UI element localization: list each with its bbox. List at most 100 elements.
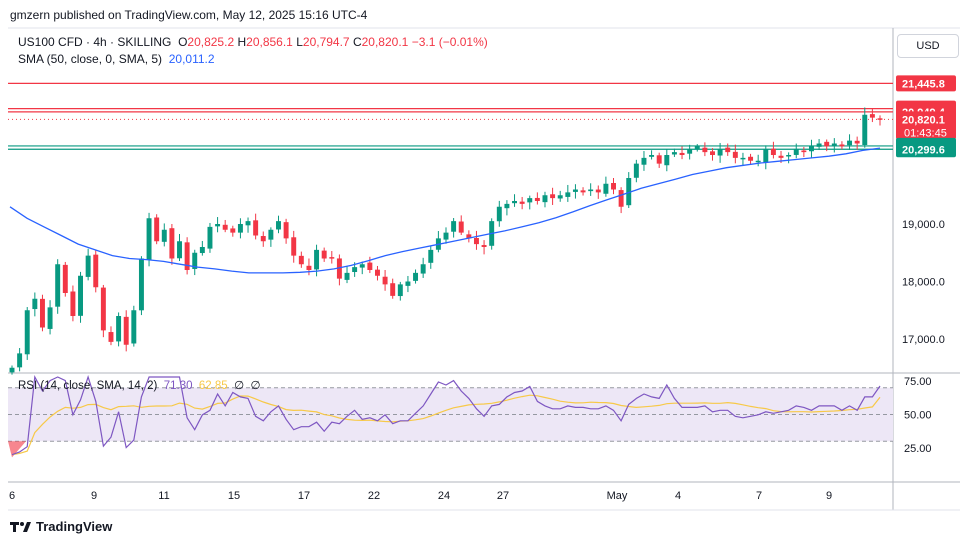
candle-body-27 [215, 224, 221, 227]
sma-legend[interactable]: SMA (50, close, 0, SMA, 5) 20,011.2 [18, 52, 215, 66]
symbol-label: US100 CFD · 4h · SKILLING [18, 35, 172, 49]
candle-body-99 [763, 149, 769, 163]
axes: 17,000.018,000.019,000.021,445.821,006.1… [9, 75, 956, 502]
candle-body-5 [47, 307, 53, 329]
candle-body-108 [831, 143, 837, 147]
price-label-bg-5 [896, 141, 956, 158]
candle-body-52 [405, 281, 411, 286]
candle-body-100 [770, 148, 776, 155]
candle-body-83 [641, 157, 647, 165]
price-label-bg-3 [896, 111, 956, 140]
y-tick-label-1: 18,000.0 [902, 277, 945, 289]
sma-line [9, 147, 881, 274]
rsi-label: RSI (14, close, SMA, 14, 2) [18, 380, 158, 392]
symbol-legend[interactable]: US100 CFD · 4h · SKILLING O20,825.2 H20,… [18, 35, 488, 49]
candle-body-30 [237, 224, 243, 233]
candle-body-81 [626, 178, 632, 206]
candle-body-24 [192, 252, 198, 269]
candle-body-93 [717, 149, 723, 156]
candle-body-75 [580, 190, 586, 193]
rsi-legend[interactable]: RSI (14, close, SMA, 14, 2) 71.30 62.85 … [18, 378, 261, 392]
attribution-text: gmzern published on TradingView.com, May… [10, 8, 368, 22]
y-tick-label-0: 17,000.0 [902, 334, 945, 346]
x-tick-label-10: 7 [756, 490, 762, 502]
candle-body-41 [321, 250, 327, 259]
candle-body-46 [359, 264, 365, 268]
candle-body-94 [725, 147, 731, 153]
candle-body-58 [451, 221, 457, 232]
currency-selector[interactable]: USD [897, 34, 959, 58]
candle-body-21 [169, 228, 175, 259]
close-label: C [352, 35, 362, 49]
low-label: L [296, 35, 303, 49]
tradingview-logo-icon [10, 521, 31, 532]
candle-body-33 [260, 236, 266, 242]
rsi-empty-2: ∅ [250, 380, 261, 392]
candle-body-28 [222, 224, 228, 230]
candle-body-106 [816, 143, 822, 147]
high-value: 20,856.1 [246, 35, 293, 49]
close-value: 20,820.1 [361, 35, 409, 49]
candle-body-92 [710, 151, 715, 155]
candle-body-90 [694, 146, 700, 150]
candle-body-0 [9, 367, 15, 373]
price-label-5: 20,299.6 [902, 144, 945, 156]
candle-body-105 [808, 146, 814, 152]
candle-body-14 [116, 316, 122, 342]
candle-body-15 [123, 316, 129, 345]
candle-body-17 [138, 258, 144, 311]
open-label: O [178, 35, 188, 49]
candle-body-91 [702, 147, 708, 153]
candle-body-72 [557, 195, 563, 199]
low-value: 20,794.7 [302, 35, 350, 49]
candle-body-62 [481, 245, 487, 247]
candle-body-79 [611, 183, 616, 190]
x-tick-label-4: 17 [298, 490, 310, 502]
candle-body-67 [519, 201, 525, 204]
candle-body-80 [618, 190, 624, 207]
candle-body-103 [793, 149, 799, 155]
candle-body-20 [161, 229, 167, 242]
candle-body-44 [344, 272, 350, 280]
candle-body-13 [108, 332, 114, 342]
sma-path [9, 147, 881, 274]
rsi-tick-label-2: 75.00 [904, 376, 932, 388]
candle-body-43 [336, 258, 342, 279]
candle-body-31 [245, 221, 251, 226]
sma-label: SMA (50, close, 0, SMA, 5) [18, 52, 163, 66]
price-label-0: 21,445.8 [902, 78, 945, 90]
candle-body-48 [374, 269, 380, 276]
tradingview-brand[interactable]: TradingView [10, 519, 112, 534]
candle-body-112 [862, 114, 868, 145]
candle-body-38 [298, 255, 304, 265]
candle-body-66 [512, 201, 518, 204]
rsi-sma-line [11, 394, 881, 456]
candle-body-95 [732, 151, 738, 158]
candle-body-25 [199, 247, 205, 254]
x-tick-label-1: 9 [91, 490, 97, 502]
price-label-bg-0 [896, 75, 956, 92]
candle-body-64 [496, 206, 502, 222]
candle-body-6 [55, 264, 61, 307]
x-tick-label-3: 15 [228, 490, 240, 502]
y-tick-label-2: 19,000.0 [902, 219, 945, 231]
candle-body-77 [595, 189, 601, 193]
candle-body-11 [93, 254, 99, 288]
candle-body-88 [679, 152, 685, 155]
candle-body-101 [778, 155, 784, 158]
candle-body-23 [184, 242, 190, 270]
candle-body-4 [39, 298, 45, 328]
candle-body-10 [85, 255, 91, 277]
rsi-tick-label-0: 25.00 [904, 443, 932, 455]
change-value: −3.1 (−0.01%) [411, 35, 488, 49]
candle-body-60 [466, 234, 472, 239]
price-label-3: 20,820.1 [902, 114, 945, 126]
candle-body-55 [428, 249, 434, 263]
candle-body-82 [633, 163, 639, 178]
rsi-line [11, 375, 881, 456]
candle-body-65 [504, 203, 510, 209]
candle-body-18 [146, 218, 152, 260]
candle-body-78 [603, 183, 609, 194]
candle-body-22 [177, 241, 182, 259]
